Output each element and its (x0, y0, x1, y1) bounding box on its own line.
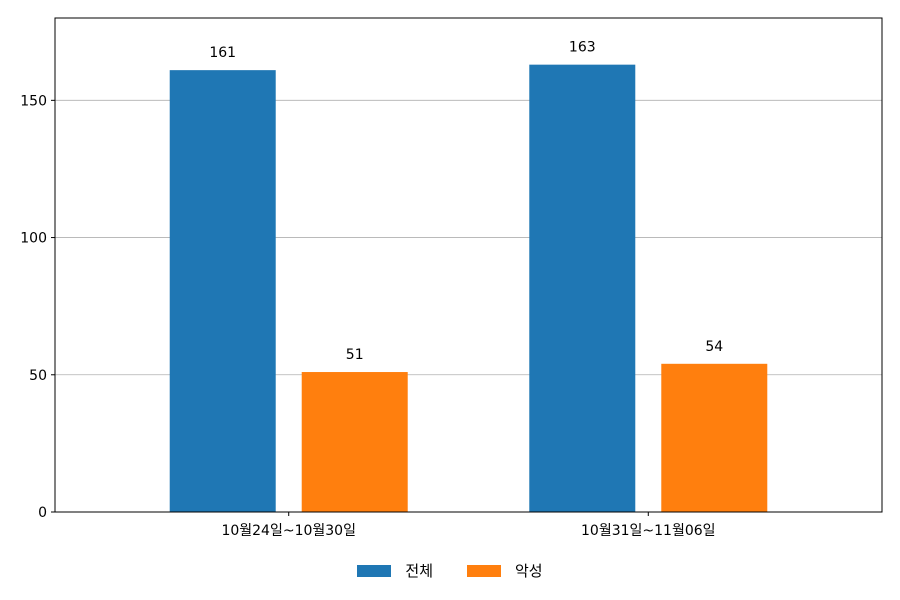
bar-0-0 (169, 70, 276, 513)
y-tick-label: 150 (20, 93, 47, 109)
axes: 0 50 100 150 10월24일~10월30일 10월31일~11월06일 (20, 17, 883, 539)
legend: 전체 악성 (0, 560, 900, 581)
bars (169, 64, 768, 513)
legend-item-1: 악성 (467, 560, 543, 581)
data-label-0-0: 161 (209, 45, 236, 61)
legend-swatch-1 (467, 564, 501, 577)
legend-item-0: 전체 (357, 560, 433, 581)
plot-frame (54, 17, 883, 513)
legend-swatch-0 (357, 564, 392, 577)
y-tick-label: 100 (20, 231, 47, 247)
legend-label-1: 악성 (515, 562, 543, 580)
bar-0-1 (529, 64, 636, 513)
bar-1-0 (301, 372, 408, 512)
legend-label-0: 전체 (405, 562, 433, 580)
y-tick-label: 0 (38, 505, 47, 521)
bar-1-1 (661, 363, 768, 512)
data-label-1-0: 51 (346, 347, 364, 363)
x-tick-label-0: 10월24일~10월30일 (221, 523, 356, 539)
data-label-1-1: 54 (705, 339, 723, 355)
y-tick-label: 50 (29, 368, 47, 384)
data-label-0-1: 163 (569, 40, 596, 56)
x-tick-label-1: 10월31일~11월06일 (581, 523, 716, 539)
value-labels: 161 51 163 54 (209, 40, 723, 363)
